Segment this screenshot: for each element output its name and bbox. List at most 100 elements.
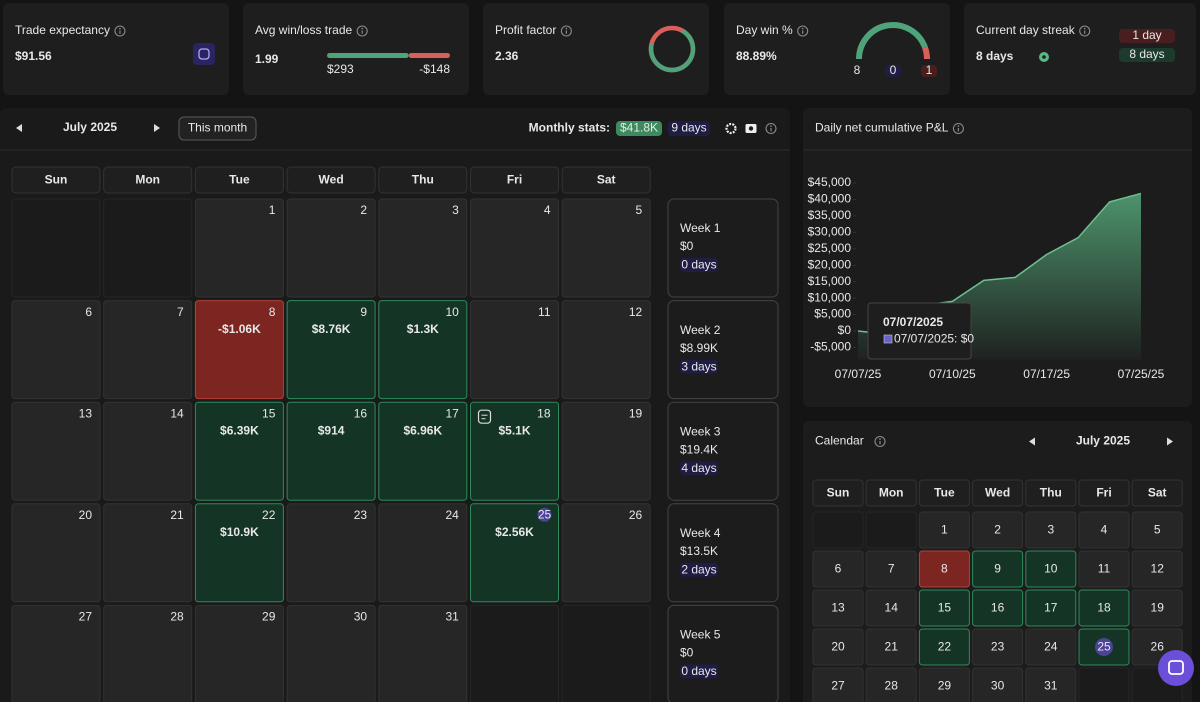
this-month-button[interactable] [178, 116, 257, 141]
day-cell[interactable] [470, 503, 559, 603]
day-cell[interactable] [103, 401, 193, 501]
mini-weekday-header [972, 479, 1024, 507]
mini-day-cell[interactable] [812, 550, 864, 588]
chat-launcher[interactable] [1158, 650, 1194, 686]
mini-day-cell[interactable] [972, 628, 1024, 666]
share-button[interactable] [193, 43, 215, 65]
mini-day-cell[interactable] [918, 628, 970, 666]
day-cell[interactable] [378, 198, 468, 298]
mini-day-number: 6 [835, 562, 842, 576]
day-cell[interactable] [194, 401, 284, 501]
day-cell[interactable] [103, 604, 193, 702]
weekday-header [561, 166, 651, 194]
mini-day-cell[interactable] [1078, 589, 1130, 627]
arrow-button[interactable] [154, 124, 160, 132]
day-number: 16 [354, 406, 368, 420]
settings-button[interactable] [725, 122, 737, 135]
gauge-breakeven-badge [885, 65, 901, 77]
mini-day-cell[interactable] [1025, 628, 1077, 666]
day-cell[interactable] [286, 198, 376, 298]
day-cell[interactable] [11, 401, 101, 501]
arrow-button[interactable] [1029, 437, 1035, 446]
day-cell[interactable] [378, 300, 468, 400]
day-cell[interactable] [286, 401, 376, 501]
day-cell[interactable] [286, 300, 376, 400]
info-icon [560, 25, 572, 37]
stat-value: $91.56 [15, 49, 52, 63]
y-tick-label: $20,000 [808, 257, 852, 271]
mini-day-cell[interactable] [1025, 550, 1077, 588]
weekday-header [286, 166, 376, 194]
mini-day-cell[interactable] [1078, 511, 1130, 549]
day-cell[interactable] [103, 300, 193, 400]
mini-day-cell[interactable] [972, 589, 1024, 627]
mini-day-cell[interactable] [1131, 550, 1183, 588]
mini-weekday-header [1025, 479, 1077, 507]
mini-day-cell[interactable] [865, 550, 917, 588]
weekday-label: Tue [229, 173, 250, 187]
day-cell[interactable] [470, 300, 559, 400]
day-cell[interactable] [194, 300, 284, 400]
gauge-segment [922, 46, 930, 60]
mini-day-cell[interactable] [1025, 667, 1077, 702]
mini-day-cell[interactable] [812, 667, 864, 702]
mini-day-cell[interactable] [1025, 511, 1077, 549]
week-days-badge [680, 461, 718, 476]
day-cell[interactable] [378, 401, 468, 501]
mini-day-number: 23 [991, 640, 1005, 654]
day-cell[interactable] [103, 503, 193, 603]
mini-day-cell[interactable] [812, 589, 864, 627]
mini-day-number: 16 [991, 601, 1005, 615]
day-cell[interactable] [470, 198, 559, 298]
calendar-month: July 2025 [63, 120, 117, 134]
mini-day-cell[interactable] [865, 589, 917, 627]
day-cell[interactable] [194, 503, 284, 603]
day-cell[interactable] [378, 604, 468, 702]
winning-streak-badge [1119, 48, 1175, 62]
mini-day-cell[interactable] [918, 667, 970, 702]
y-tick-label: $30,000 [808, 224, 852, 238]
day-cell[interactable] [11, 503, 101, 603]
weekday-label: Thu [412, 173, 434, 187]
mini-day-cell[interactable] [812, 628, 864, 666]
day-number: 4 [544, 203, 551, 217]
arrow-button[interactable] [16, 124, 22, 132]
day-cell[interactable] [11, 604, 101, 702]
mini-day-cell[interactable] [1078, 550, 1130, 588]
day-pnl: $2.56K [495, 525, 534, 539]
mini-day-cell[interactable] [865, 667, 917, 702]
day-cell[interactable] [194, 198, 284, 298]
mini-day-cell[interactable] [1025, 589, 1077, 627]
day-cell [103, 198, 193, 298]
mini-day-cell[interactable] [1131, 511, 1183, 549]
weekday-header [194, 166, 284, 194]
day-cell[interactable] [561, 503, 651, 603]
mini-day-cell[interactable] [972, 550, 1024, 588]
week-label: Week 4 [680, 526, 721, 540]
day-number: 22 [262, 508, 276, 522]
avg-loss-label: -$148 [419, 62, 450, 76]
mini-day-cell[interactable] [918, 550, 970, 588]
day-cell[interactable] [286, 604, 376, 702]
mini-day-cell[interactable] [865, 628, 917, 666]
mini-day-cell[interactable] [972, 511, 1024, 549]
day-cell[interactable] [194, 604, 284, 702]
day-cell[interactable] [561, 300, 651, 400]
arrow-button[interactable] [1167, 437, 1173, 446]
mini-day-cell[interactable] [972, 667, 1024, 702]
day-cell[interactable] [561, 198, 651, 298]
chart-title: Daily net cumulative P&L [815, 121, 949, 135]
day-number: 14 [170, 406, 184, 420]
day-cell[interactable] [561, 401, 651, 501]
mini-day-number: 21 [885, 640, 899, 654]
mini-day-cell[interactable] [918, 511, 970, 549]
day-cell[interactable] [470, 401, 559, 501]
mini-day-cell[interactable] [1131, 589, 1183, 627]
day-cell [561, 604, 651, 702]
day-cell[interactable] [11, 300, 101, 400]
day-cell[interactable] [286, 503, 376, 603]
mini-day-cell[interactable] [918, 589, 970, 627]
week-pnl: $0 [680, 239, 694, 253]
day-cell[interactable] [378, 503, 468, 603]
